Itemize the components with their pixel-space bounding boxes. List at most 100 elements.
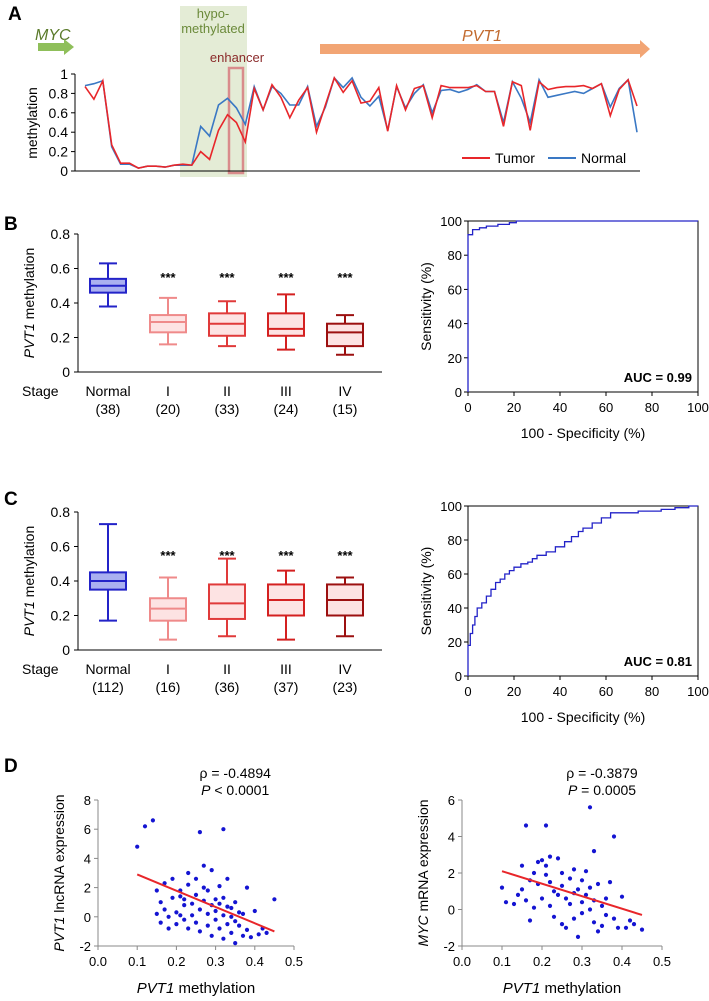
x-tick-label: 60 [599, 400, 613, 415]
scatter-point [221, 913, 226, 918]
scatter-point [627, 918, 633, 923]
scatter-point [559, 922, 565, 927]
y-tick-label: 0.2 [49, 144, 69, 160]
y-tick-label: 2 [84, 881, 91, 896]
scatter-point [225, 904, 230, 909]
legend-label-normal: Normal [581, 150, 626, 166]
y-tick-label: 4 [84, 851, 91, 866]
legend-label-tumor: Tumor [495, 150, 535, 166]
y-axis-label: Sensitivity (%) [418, 547, 434, 636]
scatter-point [162, 881, 167, 886]
y-axis-label: PVT1 lncRNA expression [51, 794, 67, 951]
scatter-point [551, 889, 557, 894]
series-line-normal [84, 76, 638, 169]
panel-b-box-plot: 0 0.2 0.4 0.6 0.8 PVT1 methylation Stage Normal… [21, 226, 382, 417]
group-n-label: (16) [156, 679, 181, 695]
group-n-label: (20) [156, 401, 181, 417]
y-tick-label: 0.4 [51, 573, 71, 589]
scatter-point [615, 925, 621, 930]
panel-label-b: B [4, 214, 18, 235]
group-label: I [166, 661, 170, 677]
y-tick-label: 0.8 [49, 85, 69, 101]
x-axis-label-text: methylation [540, 980, 621, 997]
pvt1-label: PVT1 [462, 28, 502, 45]
scatter-point [531, 905, 537, 910]
scatter-point [135, 844, 140, 849]
y-axis-label-gene: PVT1 [51, 917, 67, 952]
scatter-point [229, 914, 234, 919]
scatter-point [575, 887, 581, 892]
scatter-point [170, 895, 175, 900]
scatter-point [209, 868, 214, 873]
panel-b-roc-curve: 00 20 20 40 40 60 60 80 80 100 100 Sensitivity (%) 1… [418, 214, 709, 441]
scatter-point [205, 888, 210, 893]
auc-label: AUC = 0.81 [624, 654, 692, 669]
scatter-point [229, 905, 234, 911]
group-n-label: (33) [215, 401, 240, 417]
y-tick-label: 4 [448, 830, 455, 845]
scatter-point [603, 912, 609, 918]
y-tick-label: 0.6 [51, 539, 71, 555]
myc-label: MYC [35, 27, 71, 44]
scatter-point [182, 917, 187, 922]
scatter-point [563, 896, 569, 901]
scatter-point [523, 898, 529, 903]
panel-label-c: C [4, 489, 18, 510]
scatter-point [162, 907, 167, 912]
scatter-point [193, 876, 199, 881]
regression-line [136, 873, 275, 933]
y-axis-label: PVT1 methylation [21, 526, 37, 637]
x-axis-label-gene: PVT1 [503, 980, 541, 997]
group-label: III [280, 383, 292, 399]
scatter-point [233, 941, 238, 946]
y-axis-label-gene: PVT1 [21, 323, 37, 358]
scatter-point [170, 876, 175, 881]
y-tick-label: 20 [448, 635, 462, 650]
y-axis-label-text: methylation [21, 526, 37, 601]
x-tick-label: 0.4 [246, 954, 264, 969]
x-tick-label: 20 [507, 400, 521, 415]
group-label: III [280, 661, 292, 677]
scatter-point [543, 872, 549, 877]
scatter-point [511, 901, 517, 907]
y-axis-label: MYC mRNA expression [415, 799, 431, 946]
scatter-point [217, 884, 222, 889]
scatter-point [547, 880, 553, 885]
scatter-point [579, 878, 585, 883]
y-tick-label: 100 [440, 499, 462, 514]
y-tick-label: 80 [448, 533, 462, 548]
scatter-point [186, 926, 191, 931]
x-tick-label: 0.1 [493, 954, 511, 969]
scatter-point [225, 922, 230, 927]
scatter-point [575, 934, 581, 940]
significance-label: *** [160, 548, 176, 563]
scatter-point [531, 870, 537, 876]
scatter-point [244, 885, 250, 890]
y-tick-label: 20 [448, 351, 462, 366]
scatter-point [166, 926, 171, 931]
scatter-point [225, 876, 230, 881]
scatter-point [639, 927, 645, 932]
scatter-point [563, 925, 569, 930]
scatter-point [583, 892, 589, 898]
scatter-point [197, 830, 202, 835]
panel-label-a: A [8, 4, 22, 25]
scatter-point [543, 863, 549, 868]
group-label: Normal [85, 661, 130, 677]
group-label: II [223, 661, 231, 677]
y-tick-label: 0.4 [49, 124, 69, 140]
y-tick-label: 100 [440, 214, 462, 229]
scatter-point [248, 935, 253, 940]
scatter-point [237, 910, 242, 915]
y-tick-label: 60 [448, 282, 462, 297]
y-axis-label-text: methylation [21, 248, 37, 323]
scatter-point [233, 919, 238, 924]
scatter-point [264, 930, 269, 936]
pvt1-arrow [320, 40, 650, 58]
group-label: IV [338, 661, 352, 677]
p-value-label: P = 0.0005 [568, 782, 636, 798]
methylation-line-chart: 1 0.8 0.6 0.4 0.2 0 methylation Tumor Normal [24, 66, 640, 179]
significance-label: *** [337, 270, 353, 285]
scatter-point [559, 883, 565, 888]
group-n-label: (37) [274, 679, 299, 695]
